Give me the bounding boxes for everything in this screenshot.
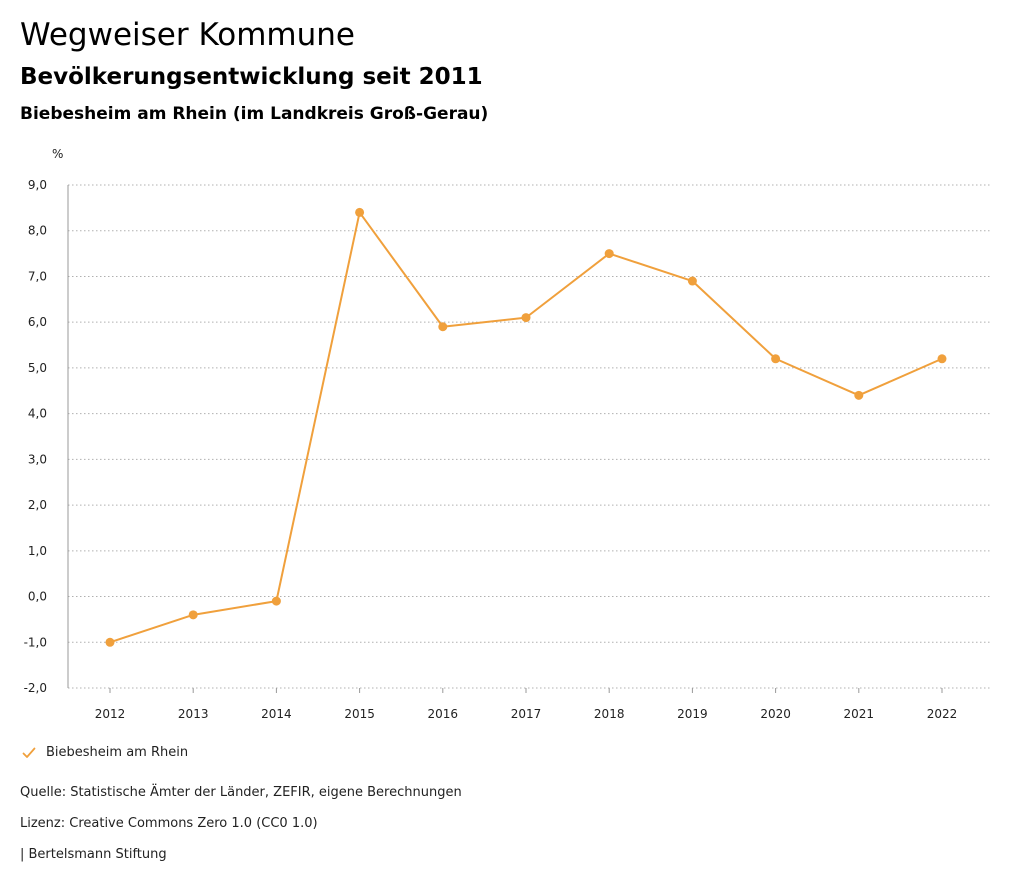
line-chart: % 9,0 8,0 7,0 6,0 5,0 4,0 3,0 2,0 1,0 0,0 -1,0 -2,0 2…: [24, 147, 990, 721]
x-tick-label: 2013: [178, 707, 209, 721]
y-tick-label: 6,0: [28, 315, 47, 329]
data-point: [771, 354, 781, 364]
legend-item-biebesheim[interactable]: Biebesheim am Rhein: [22, 745, 188, 760]
x-tick-label: 2018: [594, 707, 625, 721]
x-tick-label: 2012: [95, 707, 126, 721]
y-tick-label: 9,0: [28, 178, 47, 192]
region-title: Biebesheim am Rhein (im Landkreis Groß-G…: [20, 104, 489, 124]
data-point: [188, 610, 198, 620]
checkmark-icon: [22, 747, 36, 758]
grid-lines: [68, 184, 990, 689]
y-tick-label: -2,0: [24, 681, 47, 695]
app-title: Wegweiser Kommune: [20, 17, 355, 53]
y-tick-label: 7,0: [28, 269, 47, 283]
data-point: [355, 207, 365, 217]
y-tick-label: 8,0: [28, 224, 47, 238]
y-tick-label: 2,0: [28, 498, 47, 512]
axes: % 9,0 8,0 7,0 6,0 5,0 4,0 3,0 2,0 1,0 0,0 -1,0 -2,0 2…: [24, 147, 958, 721]
data-point: [521, 313, 531, 323]
data-point: [937, 354, 947, 364]
x-tick-label: 2019: [677, 707, 708, 721]
data-point: [271, 596, 281, 606]
data-point: [105, 637, 115, 647]
data-point: [438, 322, 448, 332]
license-note: Lizenz: Creative Commons Zero 1.0 (CC0 1…: [20, 816, 318, 831]
y-tick-label: 0,0: [28, 590, 47, 604]
x-tick-label: 2016: [428, 707, 459, 721]
x-tick-label: 2022: [927, 707, 958, 721]
data-point: [687, 276, 697, 286]
x-tick-label: 2015: [344, 707, 375, 721]
y-tick-label: -1,0: [24, 635, 47, 649]
y-tick-label: 1,0: [28, 544, 47, 558]
y-tick-label: 5,0: [28, 361, 47, 375]
x-tick-label: 2021: [844, 707, 875, 721]
y-tick-label: 4,0: [28, 407, 47, 421]
x-tick-label: 2020: [760, 707, 791, 721]
chart-subtitle: Bevölkerungsentwicklung seit 2011: [20, 64, 483, 90]
series-layer: [105, 207, 947, 647]
data-point: [854, 390, 864, 400]
y-tick-label: 3,0: [28, 452, 47, 466]
source-note: Quelle: Statistische Ämter der Länder, Z…: [20, 785, 462, 800]
x-tick-label: 2017: [511, 707, 542, 721]
legend-label: Biebesheim am Rhein: [46, 745, 189, 760]
y-axis-unit-label: %: [52, 147, 63, 161]
data-point: [604, 249, 614, 259]
x-tick-label: 2014: [261, 707, 292, 721]
publisher-note: | Bertelsmann Stiftung: [20, 847, 167, 862]
